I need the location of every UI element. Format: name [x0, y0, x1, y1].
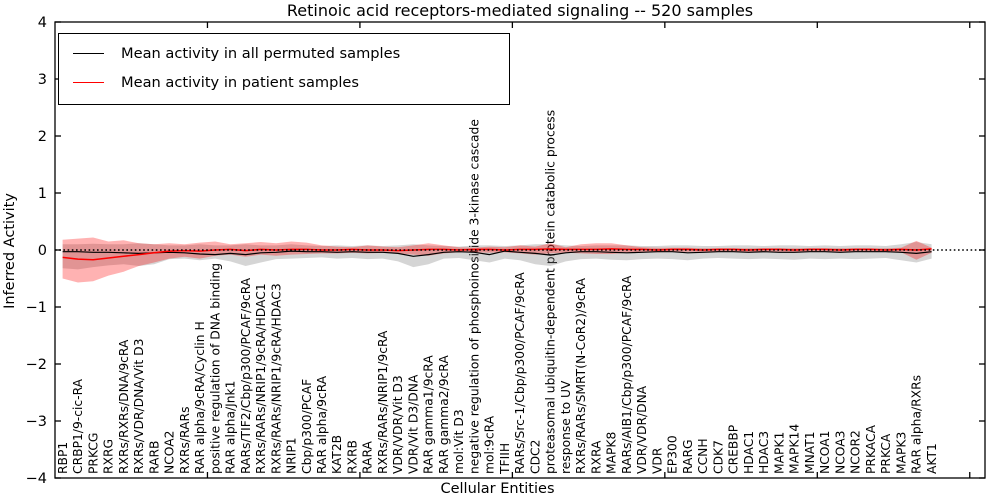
x-category-label: TFIIH	[498, 443, 512, 475]
x-category-label: VDR/VDR/Vit D3	[391, 375, 405, 474]
y-tick-label: 1	[38, 186, 47, 202]
x-category-label: PRKCG	[86, 433, 100, 474]
y-tick-label: 0	[38, 243, 47, 259]
permuted-mean-line	[62, 250, 932, 257]
x-category-label: positive regulation of DNA binding	[208, 263, 222, 474]
x-category-label: MAPK1	[772, 432, 786, 474]
x-category-label: RARs/AIB1/Cbp/p300/PCAF/9cRA	[620, 275, 634, 474]
x-category-label: RXRA	[589, 440, 603, 474]
permuted-line-swatch-icon	[73, 53, 104, 54]
x-category-label: RXRs/RARs/NRIP1/9cRA/HDAC1	[254, 283, 268, 474]
x-category-label: RXRs/RARs	[178, 407, 192, 474]
x-category-label: RAR alpha/9cRA	[315, 375, 329, 474]
x-category-label: RAR alpha/Jnk1	[224, 380, 238, 474]
x-category-label: RXRs/RXRs/DNA/9cRA	[117, 339, 131, 474]
x-category-label: NCOA1	[818, 431, 832, 474]
x-category-label: AKT1	[925, 443, 939, 474]
x-category-label: RARG	[681, 439, 695, 474]
x-category-label: CREBBP	[727, 425, 741, 474]
x-category-label: mol:9cRA	[483, 415, 497, 474]
x-category-label: CRBP1/9-cic-RA	[71, 378, 85, 474]
x-category-label: response to UV	[559, 380, 573, 474]
x-category-label: VDR/VDR/DNA	[635, 385, 649, 474]
x-category-label: RBP1	[56, 442, 70, 474]
x-category-label: RXRG	[102, 439, 116, 474]
legend-item: Mean activity in patient samples	[73, 68, 499, 97]
x-category-label: EP300	[666, 435, 680, 474]
patient-band	[62, 237, 932, 283]
x-category-label: RXRs/RARs/NRIP1/9cRA/HDAC3	[269, 283, 283, 474]
x-category-label: NCOA3	[833, 431, 847, 474]
x-category-label: NCOR2	[849, 430, 863, 474]
x-category-label: RXRs/VDR/DNA/Vit D3	[132, 339, 146, 474]
x-category-label: NRIP1	[285, 437, 299, 474]
legend-item-label: Mean activity in patient samples	[121, 74, 360, 91]
y-tick-label: 2	[38, 129, 47, 145]
x-category-label: RARB	[147, 441, 161, 474]
x-category-label: proteasomal ubiquitin-dependent protein …	[544, 110, 558, 474]
x-category-label: mol:Vit D3	[452, 409, 466, 474]
x-category-label: RAR alpha/9cRA/Cyclin H	[193, 321, 207, 474]
x-category-label: KAT2B	[330, 435, 344, 474]
legend: Mean activity in all permuted samples Me…	[58, 33, 510, 105]
x-category-label: HDAC3	[757, 431, 771, 474]
x-category-label: RXRs/RARs/NRIP1/9cRA	[376, 330, 390, 474]
x-category-label: MAPK8	[605, 432, 619, 474]
x-category-label: RAR gamma2/9cRA	[437, 355, 451, 474]
y-tick-label: −2	[26, 357, 47, 373]
x-category-label: VDR/Vit D3/DNA	[407, 374, 421, 474]
x-category-label: PRKACA	[864, 424, 878, 474]
x-category-label: RARs/Src-1/Cbp/p300/PCAF/9cRA	[513, 272, 527, 474]
x-category-label: RXRB	[346, 440, 360, 474]
y-tick-label: 3	[38, 72, 47, 88]
x-category-label: CDC2	[528, 440, 542, 474]
chart-title: Retinoic acid receptors-mediated signali…	[286, 1, 754, 20]
x-category-label: RAR alpha/RXRs	[910, 375, 924, 474]
y-axis-label: Inferred Activity	[2, 193, 18, 309]
x-category-label: VDR	[650, 447, 664, 474]
x-category-label: MAPK3	[894, 432, 908, 474]
x-category-label: MAPK14	[788, 424, 802, 474]
legend-item-label: Mean activity in all permuted samples	[121, 45, 401, 62]
x-category-label: MNAT1	[803, 431, 817, 474]
y-tick-label: −1	[26, 300, 47, 316]
x-category-label: CCNH	[696, 438, 710, 474]
x-category-label: PRKCA	[879, 433, 893, 474]
x-axis-label: Cellular Entities	[440, 481, 555, 497]
patient-line-swatch-icon	[73, 82, 104, 83]
x-category-label: negative regulation of phosphoinositide …	[468, 119, 482, 474]
x-category-label: CDK7	[711, 440, 725, 474]
legend-item: Mean activity in all permuted samples	[73, 39, 499, 68]
x-category-label: RXRs/RARs/SMRT(N-CoR2)/9cRA	[574, 277, 588, 474]
x-category-label: HDAC1	[742, 431, 756, 474]
y-tick-label: 4	[38, 15, 47, 31]
y-tick-label: −4	[26, 471, 47, 487]
x-category-label: RARs/TIF2/Cbp/p300/PCAF/9cRA	[239, 277, 253, 474]
x-category-label: RARA	[361, 440, 375, 474]
x-category-label: NCOA2	[163, 431, 177, 474]
x-category-label: RAR gamma1/9cRA	[422, 355, 436, 474]
x-category-label: Cbp/p300/PCAF	[300, 379, 314, 474]
y-tick-label: −3	[26, 414, 47, 430]
